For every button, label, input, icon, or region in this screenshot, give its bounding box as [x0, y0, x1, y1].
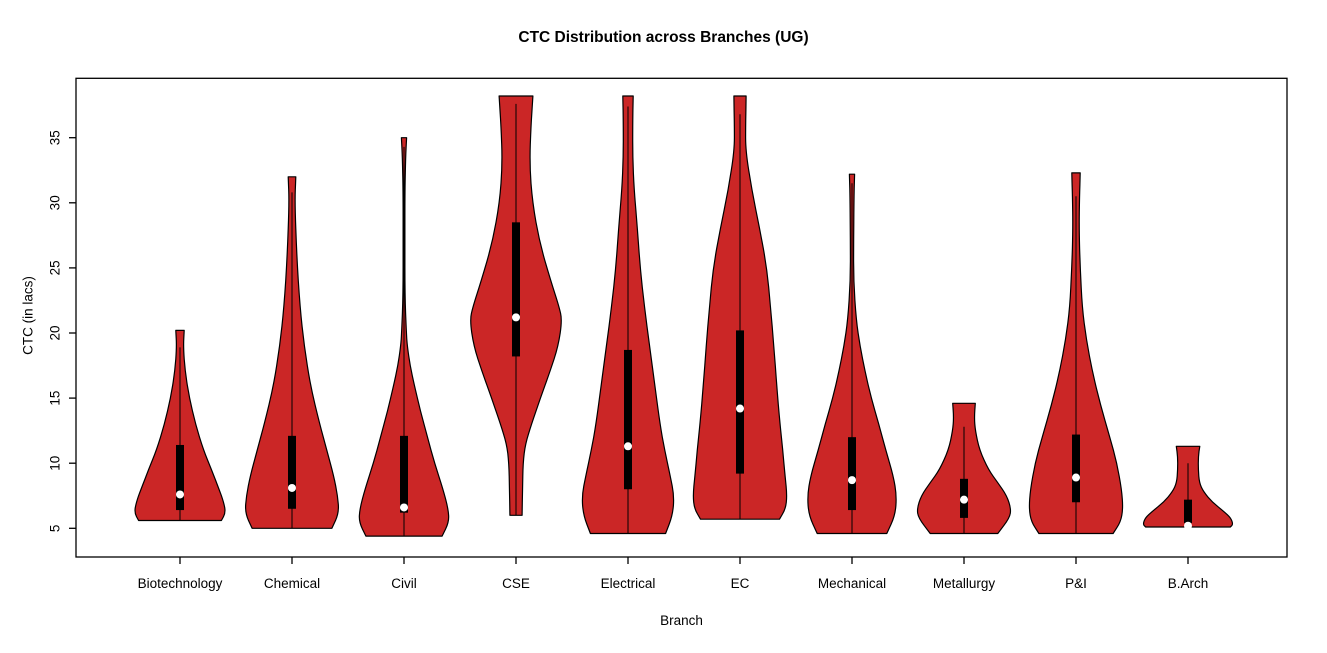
y-tick-label: 30: [48, 195, 63, 210]
violin-p-i: [1028, 172, 1124, 535]
median-dot: [736, 404, 744, 413]
median-dot: [848, 476, 856, 485]
iqr-box: [512, 222, 520, 357]
iqr-box: [1072, 434, 1080, 503]
x-tick-label: B.Arch: [1168, 576, 1209, 591]
violin-ec: [692, 95, 788, 520]
violin-electrical: [581, 95, 675, 535]
x-tick-label: Chemical: [264, 576, 320, 591]
x-tick-label: EC: [731, 576, 750, 591]
plot-border: [75, 77, 1288, 558]
iqr-box: [1184, 499, 1192, 524]
iqr-box: [736, 330, 744, 474]
iqr-box: [400, 435, 408, 513]
median-dot: [176, 490, 184, 499]
x-tick-label: Electrical: [601, 576, 656, 591]
iqr-box: [848, 437, 856, 511]
x-tick-label: Mechanical: [818, 576, 886, 591]
y-tick-label: 20: [48, 325, 63, 340]
x-tick-label: Metallurgy: [933, 576, 996, 591]
violin-cse: [470, 95, 562, 516]
iqr-box: [288, 435, 296, 509]
y-tick-label: 15: [48, 391, 63, 406]
y-tick-label: 25: [48, 260, 63, 275]
median-dot: [624, 442, 632, 451]
y-tick-label: 35: [48, 130, 63, 145]
median-dot: [288, 483, 296, 492]
y-tick-label: 10: [48, 456, 63, 471]
x-tick-label: Biotechnology: [138, 576, 223, 591]
y-axis-label: CTC (in lacs): [20, 276, 36, 355]
violin-metallurgy: [916, 402, 1012, 535]
median-dot: [1072, 473, 1080, 482]
violin-b-arch: [1142, 445, 1234, 530]
median-dot: [512, 313, 520, 322]
median-dot: [1184, 521, 1192, 530]
x-axis-label: Branch: [660, 613, 703, 628]
median-dot: [960, 495, 968, 504]
violin-mechanical: [807, 173, 897, 535]
iqr-box: [176, 444, 184, 511]
x-tick-label: P&I: [1065, 576, 1087, 591]
x-tick-label: Civil: [391, 576, 417, 591]
violin-civil: [358, 137, 450, 537]
median-dot: [400, 503, 408, 512]
x-tick-label: CSE: [502, 576, 530, 591]
violin-biotechnology: [134, 329, 226, 522]
y-tick-label: 5: [48, 525, 63, 533]
violin-chemical: [244, 176, 340, 529]
iqr-box: [624, 349, 632, 490]
chart-title: CTC Distribution across Branches (UG): [518, 29, 809, 46]
